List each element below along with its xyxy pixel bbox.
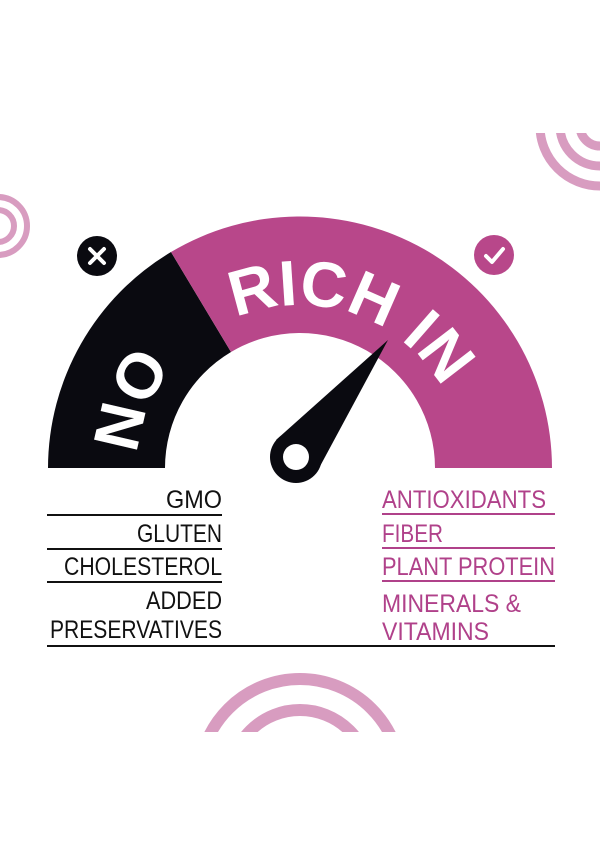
gauge-no-segment [48, 252, 231, 468]
rich-item: FIBER [382, 520, 443, 548]
no-item: CHOLESTEROL [64, 553, 222, 581]
no-item: PRESERVATIVES [50, 616, 222, 644]
no-list: GMO GLUTEN CHOLESTEROL ADDED PRESERVATIV… [47, 486, 222, 644]
gauge-needle [270, 340, 388, 483]
rich-item: ANTIOXIDANTS [382, 486, 546, 514]
rich-item: PLANT PROTEIN [382, 553, 555, 581]
decor-rings-bottom [204, 673, 396, 732]
gauge-rich-segment [171, 216, 552, 468]
divider [47, 514, 222, 516]
decor-rings-top-right [535, 133, 600, 191]
divider [47, 548, 222, 550]
bottom-divider [47, 645, 555, 647]
rich-item: VITAMINS [382, 618, 489, 646]
divider [382, 580, 555, 582]
decor-rings-left [0, 194, 30, 258]
rich-item: MINERALS & [382, 590, 521, 618]
divider [47, 581, 222, 583]
no-item: ADDED [146, 587, 222, 615]
divider [382, 513, 555, 515]
no-item: GLUTEN [137, 520, 222, 548]
divider [382, 547, 555, 549]
x-circle-icon [77, 236, 117, 276]
check-circle-icon [474, 235, 514, 275]
rich-list: ANTIOXIDANTS FIBER PLANT PROTEIN MINERAL… [382, 486, 555, 646]
no-item: GMO [166, 486, 222, 514]
